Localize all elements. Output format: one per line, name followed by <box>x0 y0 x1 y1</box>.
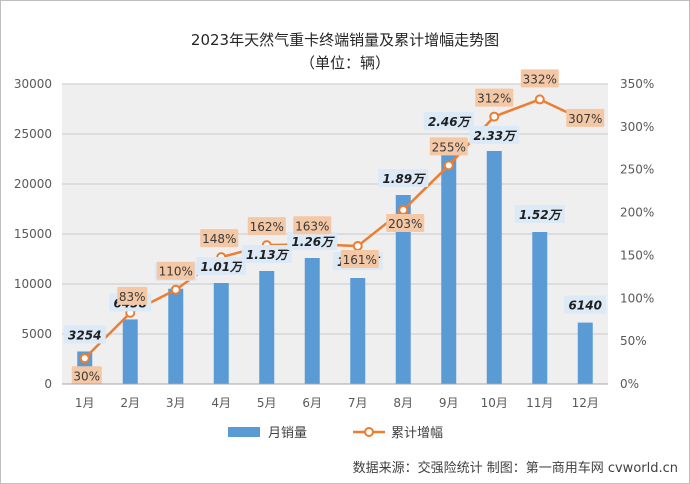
growth-label-bg <box>340 250 379 268</box>
bar <box>122 319 138 384</box>
y-right-tick-label: 300% <box>620 120 654 134</box>
growth-label-bg <box>71 366 102 385</box>
x-tick-label: 8月 <box>393 396 413 410</box>
bar-value-label: 1.01万 <box>200 260 244 274</box>
data-labels: 3254645895281.01万1.13万1.26万1.06万1.89万2.4… <box>63 69 607 385</box>
y-left-tick-label: 20000 <box>14 177 52 191</box>
y-right-tick-label: 100% <box>620 291 654 305</box>
bar-value-label-bg <box>423 112 474 130</box>
growth-label: 148% <box>202 232 236 246</box>
bar-value-label-bg <box>564 295 607 314</box>
bar-value-label: 1.13万 <box>246 248 290 262</box>
x-tick-label: 5月 <box>257 396 277 410</box>
legend-bar-swatch <box>228 427 260 437</box>
bar <box>441 138 457 384</box>
y-right-tick-label: 250% <box>620 163 654 177</box>
chart-subtitle: （单位：辆） <box>300 54 390 72</box>
growth-label-bg <box>156 261 195 280</box>
bar <box>532 232 548 384</box>
bar <box>168 288 184 384</box>
y-left-tick-label: 5000 <box>21 327 52 341</box>
y-left-tick-label: 15000 <box>14 227 52 241</box>
bar-value-label: 2.46万 <box>428 115 472 129</box>
bar-value-label-bg <box>469 126 520 144</box>
y-right-tick-label: 150% <box>620 248 654 262</box>
bar <box>259 271 275 384</box>
x-tick-label: 10月 <box>481 396 508 410</box>
growth-label: 203% <box>388 217 422 231</box>
y-right-tick-label: 50% <box>620 334 647 348</box>
bar-value-label-bg <box>378 169 429 187</box>
y-right-tick-label: 200% <box>620 206 654 220</box>
x-tick-label: 11月 <box>526 396 553 410</box>
bar-value-label: 3254 <box>68 328 101 342</box>
bar-value-label-bg <box>196 257 247 275</box>
x-tick-label: 2月 <box>120 396 140 410</box>
bar <box>577 322 593 384</box>
growth-label: 83% <box>119 290 146 304</box>
growth-label: 307% <box>568 112 602 126</box>
bar <box>304 258 320 384</box>
line-marker <box>79 353 90 364</box>
y-left-tick-label: 30000 <box>14 77 52 91</box>
legend-line-label: 累计增幅 <box>391 426 443 441</box>
line-marker <box>443 160 454 171</box>
growth-label-bg <box>520 69 559 88</box>
bar <box>395 195 411 384</box>
y-left-tick-label: 0 <box>44 377 52 391</box>
growth-label: 332% <box>523 72 557 86</box>
growth-label-bg <box>475 88 514 107</box>
growth-label: 161% <box>343 253 377 267</box>
growth-label-bg <box>117 286 148 305</box>
chart-title: 2023年天然气重卡终端销量及累计增幅走势图 <box>191 31 499 49</box>
x-tick-label: 4月 <box>211 396 231 410</box>
bar-value-label-bg <box>241 245 292 263</box>
source-note: 数据来源：交强险统计 制图：第一商用车网 cvworld.cn <box>353 460 678 476</box>
bar <box>486 151 502 384</box>
bar <box>350 278 366 384</box>
x-tick-label: 9月 <box>439 396 459 410</box>
x-tick-label: 1月 <box>75 396 95 410</box>
growth-label: 255% <box>432 140 466 154</box>
bar-value-label: 1.52万 <box>519 208 563 222</box>
line-marker <box>170 284 181 295</box>
bar <box>213 283 229 384</box>
growth-label: 110% <box>159 265 193 279</box>
x-tick-label: 6月 <box>302 396 322 410</box>
growth-label-bg <box>200 229 239 248</box>
growth-label: 30% <box>73 369 100 383</box>
legend-line-marker <box>364 427 374 437</box>
bar-value-label-bg <box>514 205 565 223</box>
bar-value-label: 1.89万 <box>382 172 426 186</box>
growth-label: 162% <box>250 220 284 234</box>
growth-label: 312% <box>477 92 511 106</box>
bar-value-label: 6140 <box>569 299 602 313</box>
y-right-tick-label: 0% <box>620 377 639 391</box>
growth-label: 163% <box>295 219 329 233</box>
line-marker <box>489 111 500 122</box>
x-tick-label: 7月 <box>348 396 368 410</box>
growth-label-bg <box>386 214 425 232</box>
x-tick-label: 3月 <box>166 396 186 410</box>
x-tick-label: 12月 <box>572 396 599 410</box>
line-marker <box>398 205 409 215</box>
growth-label-bg <box>566 108 605 127</box>
axes: 0 5000 10000 15000 20000 25000 30000 0% 50% 100% 1… <box>14 77 655 410</box>
bar-value-label: 1.26万 <box>291 235 335 249</box>
growth-label-bg <box>247 217 286 236</box>
y-left-tick-label: 10000 <box>14 277 52 291</box>
growth-label-bg <box>293 216 332 235</box>
bar-value-label-bg <box>63 325 106 344</box>
y-right-tick-label: 350% <box>620 77 654 91</box>
bar-value-label: 2.33万 <box>473 129 517 143</box>
line-marker <box>352 241 363 251</box>
growth-label-bg <box>429 137 468 156</box>
line-marker <box>534 94 545 105</box>
bar-value-label-bg <box>287 232 338 250</box>
legend-bar-label: 月销量 <box>268 426 307 441</box>
legend: 月销量 累计增幅 <box>228 426 443 441</box>
y-left-tick-label: 25000 <box>14 127 52 141</box>
